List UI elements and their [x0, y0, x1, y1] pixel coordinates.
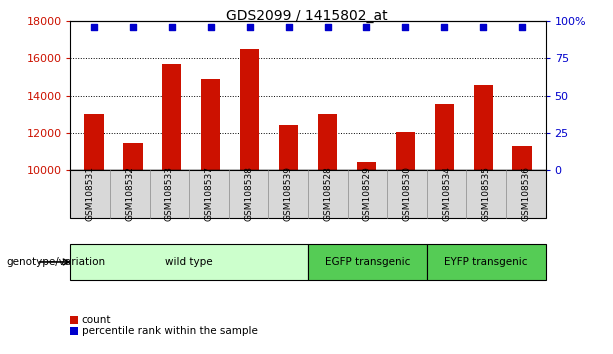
- Bar: [473, 85, 493, 170]
- Bar: [357, 161, 376, 170]
- Text: count: count: [82, 315, 111, 325]
- Text: GSM108534: GSM108534: [442, 166, 451, 221]
- Text: percentile rank within the sample: percentile rank within the sample: [82, 326, 257, 336]
- Text: EYFP transgenic: EYFP transgenic: [444, 257, 528, 267]
- Point: [322, 24, 332, 30]
- Bar: [318, 114, 337, 170]
- Point: [245, 24, 254, 30]
- Point: [440, 24, 449, 30]
- Text: EGFP transgenic: EGFP transgenic: [325, 257, 410, 267]
- Text: GSM108530: GSM108530: [403, 166, 411, 221]
- Bar: [279, 125, 299, 170]
- Point: [284, 24, 294, 30]
- Point: [362, 24, 371, 30]
- Point: [400, 24, 410, 30]
- Text: GSM108531: GSM108531: [86, 166, 95, 221]
- Text: GSM108539: GSM108539: [284, 166, 293, 221]
- Text: GSM108535: GSM108535: [482, 166, 490, 221]
- Bar: [435, 104, 454, 170]
- Bar: [395, 132, 415, 170]
- Text: GSM108532: GSM108532: [126, 166, 134, 221]
- Text: GDS2099 / 1415802_at: GDS2099 / 1415802_at: [226, 9, 387, 23]
- Bar: [84, 114, 104, 170]
- Text: GSM108528: GSM108528: [323, 166, 332, 221]
- Text: wild type: wild type: [166, 257, 213, 267]
- Bar: [201, 79, 221, 170]
- Text: GSM108529: GSM108529: [363, 166, 372, 221]
- Point: [478, 24, 488, 30]
- Point: [167, 24, 177, 30]
- Text: GSM108538: GSM108538: [244, 166, 253, 221]
- Bar: [512, 146, 532, 170]
- Bar: [123, 143, 143, 170]
- Bar: [162, 64, 181, 170]
- Text: GSM108536: GSM108536: [521, 166, 530, 221]
- Text: GSM108533: GSM108533: [165, 166, 174, 221]
- Text: GSM108537: GSM108537: [205, 166, 213, 221]
- Text: genotype/variation: genotype/variation: [6, 257, 105, 267]
- Point: [206, 24, 216, 30]
- Point: [517, 24, 527, 30]
- Point: [128, 24, 138, 30]
- Point: [89, 24, 99, 30]
- Bar: [240, 49, 259, 170]
